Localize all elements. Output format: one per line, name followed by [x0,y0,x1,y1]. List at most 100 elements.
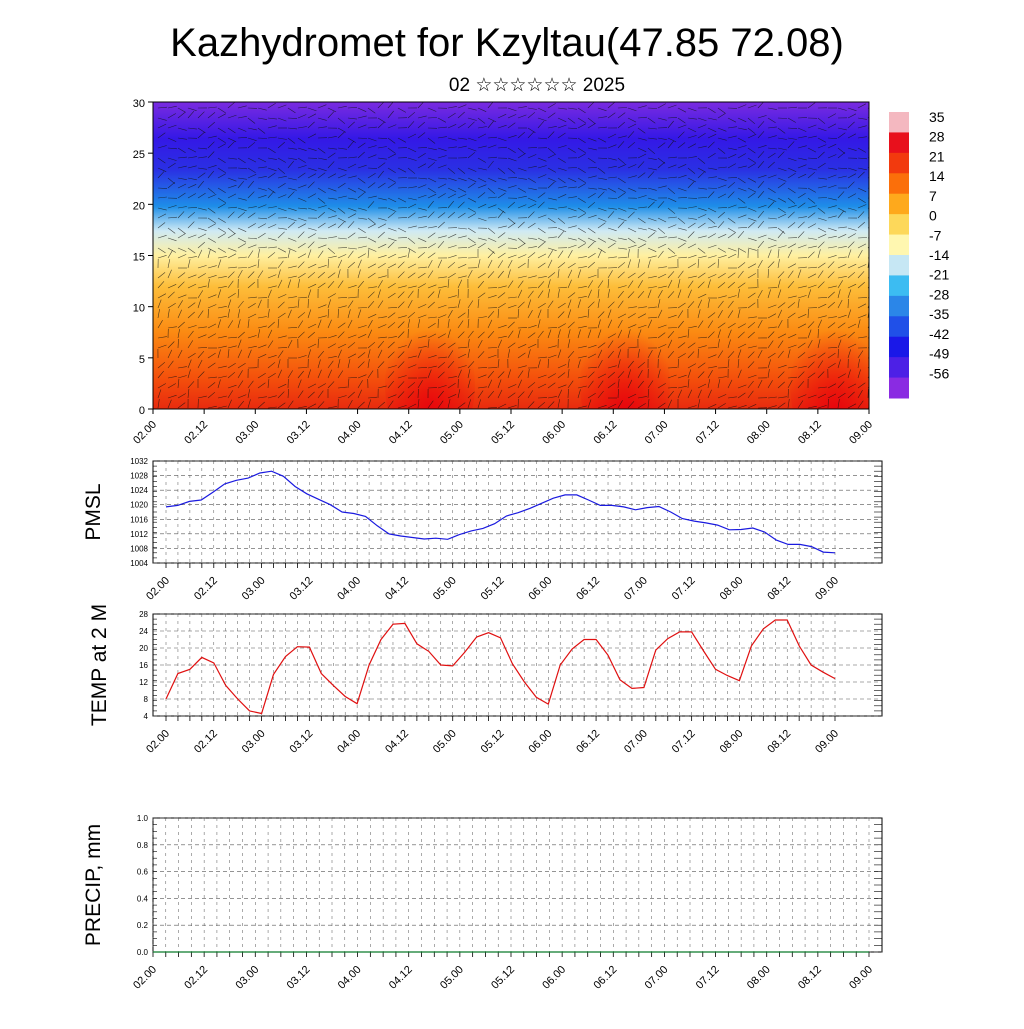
colorbar-swatch [889,255,909,276]
x-tick-label: 08.00 [745,419,773,447]
x-tick-label: 05.12 [479,575,507,603]
y-tick-label: 1020 [130,501,148,510]
y-tick-label: 8 [144,695,149,704]
y-tick-label: 24 [139,627,148,636]
x-tick-label: 06.12 [591,419,619,447]
x-tick-label: 05.00 [431,728,459,756]
plot-frame [153,818,882,952]
x-tick-label: 03.00 [233,964,261,992]
colorbar-label: 14 [929,168,945,184]
x-tick-label: 02.00 [144,728,172,756]
y-tick-label: 0 [139,405,145,417]
colorbar-label: -42 [929,326,949,342]
colorbar-swatch [889,132,909,153]
x-tick-label: 07.00 [622,728,650,756]
x-tick-label: 07.00 [622,575,650,603]
y-tick-label: 1012 [130,530,148,539]
colorbar-swatch [889,112,909,133]
x-tick-label: 02.12 [192,728,220,756]
colorbar-swatch [889,316,909,337]
x-tick-label: 07.12 [694,964,722,992]
y-tick-label: 28 [139,610,148,619]
x-tick-label: 04.12 [383,575,411,603]
y-tick-label: 0.8 [137,841,149,850]
x-tick-label: 02.12 [182,964,210,992]
x-tick-label: 03.12 [285,419,313,447]
x-tick-label: 04.00 [335,728,363,756]
colorbar-swatch [889,275,909,296]
x-tick-label: 09.00 [847,419,875,447]
pmsl-panel: 1004 1008 1012 1016 1020 1024 1028 1032 02.00 02.… [82,457,882,603]
x-tick-label: 03.12 [288,728,316,756]
x-tick-label: 03.12 [288,575,316,603]
y-tick-label: 20 [139,644,148,653]
chart-title: Kazhydromet for Kzyltau(47.85 72.08) [170,21,844,65]
colorbar-label: -7 [929,227,942,243]
x-tick-label: 06.00 [540,964,568,992]
x-tick-label: 09.00 [847,964,875,992]
colorbar-label: 7 [929,188,937,204]
x-tick-label: 07.00 [643,964,671,992]
x-tick-label: 07.12 [694,419,722,447]
y-tick-label: 1008 [130,544,148,553]
x-tick-label: 08.12 [796,964,824,992]
x-tick-label: 04.00 [335,575,363,603]
x-tick-label: 06.00 [526,728,554,756]
colorbar-swatch [889,235,909,256]
y-tick-label: 25 [133,149,145,161]
colorbar-swatch [889,153,909,174]
x-tick-label: 08.00 [745,964,773,992]
y-tick-label: 5 [139,354,145,366]
x-tick-label: 02.12 [192,575,220,603]
x-tick-label: 07.00 [643,419,671,447]
x-tick-label: 02.12 [182,419,210,447]
y-tick-label: 1024 [130,486,148,495]
colorbar-label: -28 [929,286,949,302]
colorbar-swatch [889,296,909,317]
x-tick-label: 07.12 [670,575,698,603]
x-tick-label: 06.12 [591,964,619,992]
colorbar-label: -14 [929,247,949,263]
x-tick-label: 05.00 [431,575,459,603]
x-tick-label: 04.00 [336,964,364,992]
colorbar-label: -35 [929,306,949,322]
colorbar-swatch [889,214,909,235]
y-tick-label: 1004 [130,559,148,568]
x-tick-label: 06.12 [574,728,602,756]
x-tick-label: 06.12 [574,575,602,603]
y-tick-label: 1032 [130,457,148,466]
x-tick-label: 02.00 [131,964,159,992]
colorbar-label: 0 [929,208,937,224]
x-tick-label: 05.12 [489,419,517,447]
plot-frame [153,461,882,563]
y-axis-label: PRECIP, mm [82,824,105,946]
x-tick-label: 02.00 [144,575,172,603]
x-tick-label: 09.00 [813,575,841,603]
x-tick-label: 08.12 [796,419,824,447]
x-tick-label: 04.12 [387,964,415,992]
x-tick-label: 06.00 [540,419,568,447]
y-tick-label: 1016 [130,515,148,524]
x-tick-label: 07.12 [670,728,698,756]
x-tick-label: 03.12 [285,964,313,992]
x-tick-label: 09.00 [813,728,841,756]
x-tick-label: 03.00 [240,728,268,756]
y-tick-label: 16 [139,661,148,670]
y-tick-label: 1028 [130,472,148,481]
colorbar-label: 35 [929,109,945,125]
y-tick-label: 0.6 [137,868,149,877]
x-tick-label: 04.12 [387,419,415,447]
chart-subtitle: 02 ☆☆☆☆☆☆ 2025 [449,75,625,96]
x-tick-label: 08.12 [765,728,793,756]
colorbar-label: -21 [929,267,949,283]
y-tick-label: 1.0 [137,814,149,823]
x-tick-label: 05.00 [438,419,466,447]
x-tick-label: 05.12 [479,728,507,756]
x-tick-label: 05.12 [489,964,517,992]
y-tick-label: 0.2 [137,921,149,930]
